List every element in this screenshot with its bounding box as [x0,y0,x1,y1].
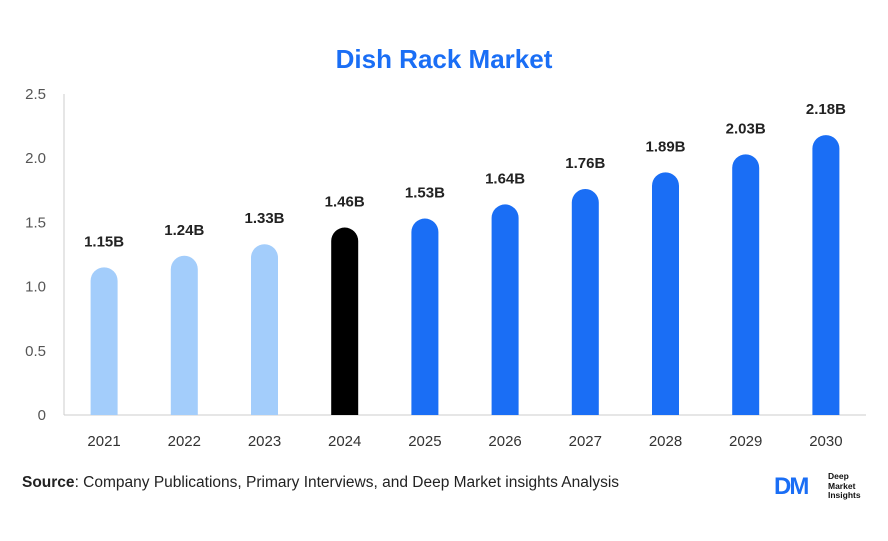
bar [812,135,840,415]
y-tick-label: 2.5 [25,86,46,103]
data-label: 2.03B [726,120,766,137]
logo-text: Deep Market Insights [828,471,861,501]
x-tick-label: 2029 [729,433,762,450]
y-tick-label: 1.0 [25,279,46,296]
bar [732,154,760,415]
bar [251,244,278,415]
bar [90,267,118,415]
source-note: Source: Company Publications, Primary In… [22,474,619,492]
data-label: 1.53B [405,185,445,202]
y-tick-label: 1.5 [25,214,46,231]
logo-line-1: Deep [828,471,849,481]
x-tick-label: 2021 [87,433,120,450]
data-label: 1.15B [84,233,124,250]
logo-line-2: Market [828,480,856,491]
source-label: Source [22,474,75,491]
data-label: 2.18B [806,101,846,118]
bar [491,204,519,415]
x-tick-label: 2027 [569,433,602,450]
x-tick-label: 2030 [809,433,842,450]
y-tick-label: 2.0 [25,150,46,167]
x-tick-label: 2026 [488,433,521,450]
x-tick-label: 2025 [408,433,441,450]
bar [411,218,439,415]
data-label: 1.89B [645,138,685,155]
x-tick-label: 2024 [328,433,361,450]
company-logo: DM Deep Market Insights [774,470,874,504]
data-label: 1.46B [325,194,365,211]
y-tick-label: 0.5 [25,343,46,360]
y-tick-label: 0 [38,407,46,424]
source-text: : Company Publications, Primary Intervie… [74,474,620,491]
x-tick-label: 2023 [248,433,281,450]
logo-mark: DM [774,473,809,500]
data-label: 1.24B [164,222,204,239]
data-label: 1.64B [485,170,525,187]
chart-title: Dish Rack Market [335,44,553,74]
data-label: 1.76B [565,155,605,172]
chart-bars: 1.15B 2021 1.24B 2022 1.33B 2023 1.46B 2024 1.53… [84,101,846,450]
bar [652,172,679,415]
x-tick-label: 2022 [168,433,201,450]
data-label: 1.33B [244,210,284,227]
x-tick-label: 2028 [649,433,682,450]
bar [170,255,198,415]
logo-line-3: Insights [828,490,861,500]
bar [571,189,599,415]
bar [331,227,359,415]
